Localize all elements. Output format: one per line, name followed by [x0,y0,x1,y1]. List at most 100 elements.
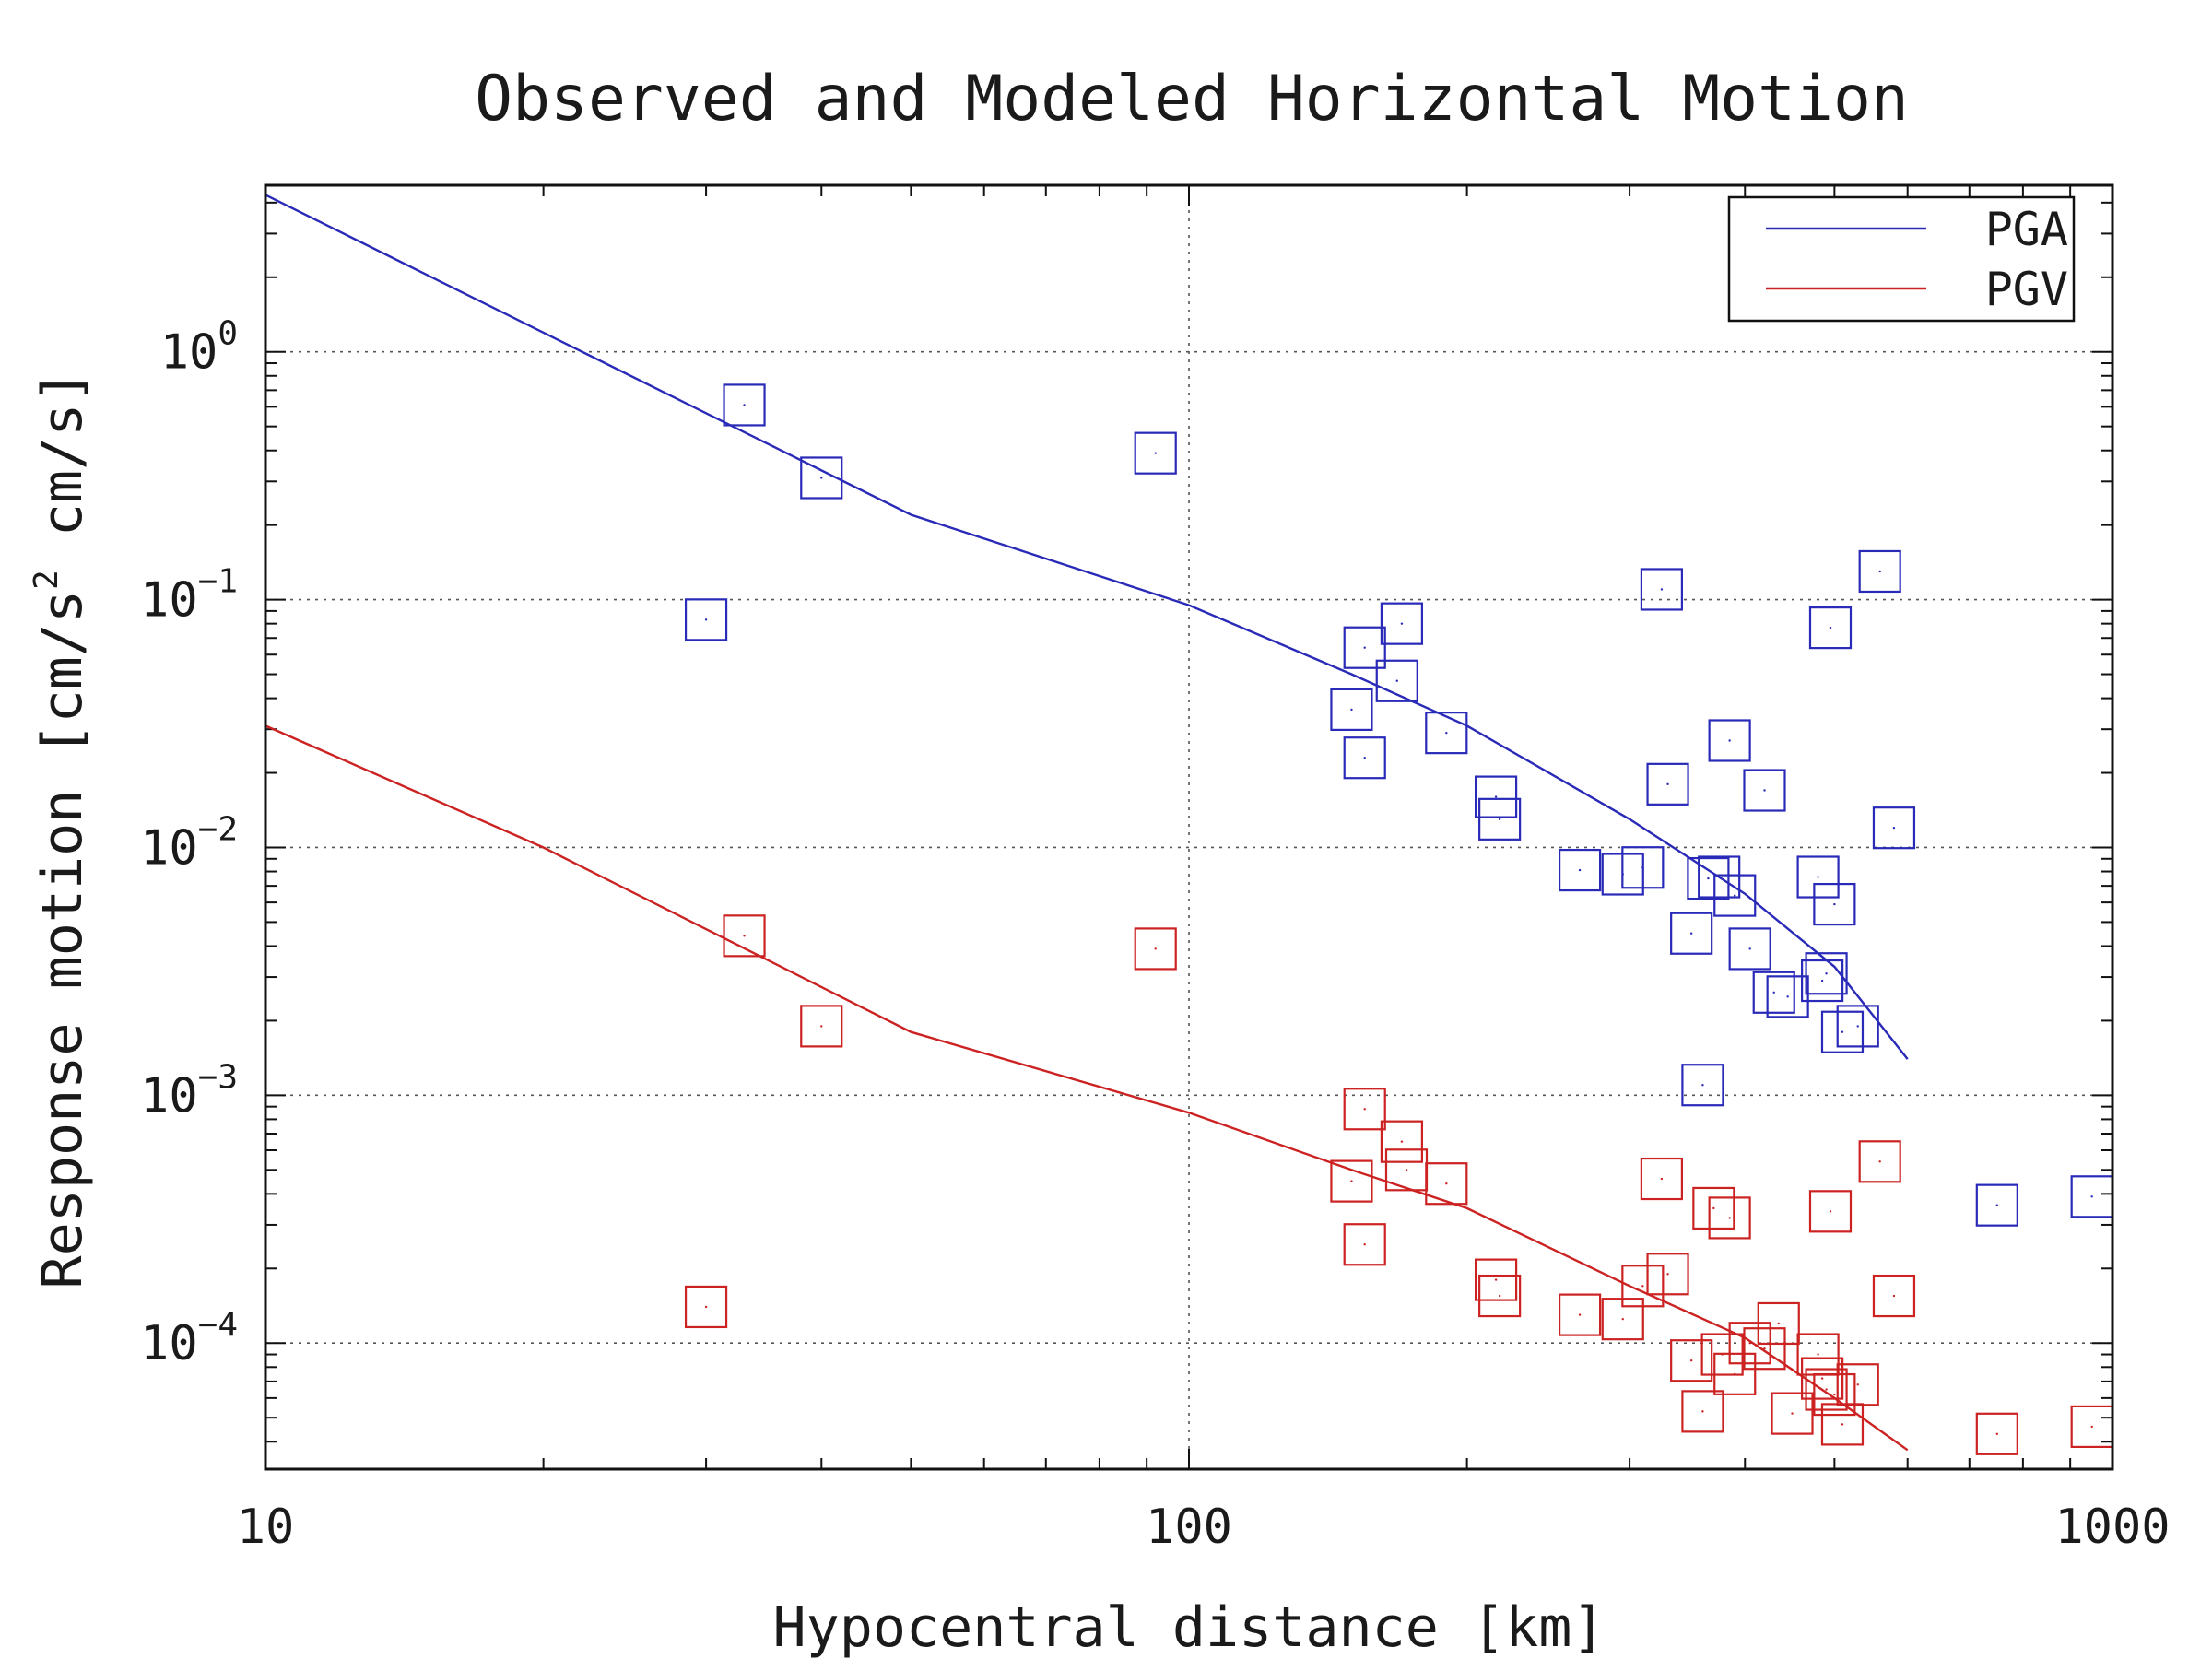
y-tick-label: 10−3 [140,1058,238,1124]
y-tick-base: 10 [140,1316,198,1371]
pga-observed-point-center [1445,731,1448,735]
pga-observed-point-center [1748,947,1751,950]
pgv-model-line [265,724,1909,1452]
legend-box [1727,195,2076,323]
grid-lines [265,185,2112,1469]
pgv-observed-point [1134,927,1177,971]
pga-observed-point-center [1400,622,1404,625]
pga-observed-point-center [1878,570,1881,573]
pgv-observed-point [1670,1339,1713,1382]
pgv-observed-point [1743,1327,1786,1371]
pga-observed-point-center [1154,452,1157,454]
pga-observed-point [1766,975,1809,1018]
pga-observed-point-center [1820,979,1824,982]
pgv-observed-point [723,914,766,958]
pgv-observed-point [1646,1253,1689,1296]
pga-observed-point [1743,769,1786,812]
pga-observed-point-center [704,618,708,621]
pga-observed-point-center [1701,1084,1704,1087]
pgv-observed-point-center [1817,1353,1819,1356]
pgv-observed-point [1757,1301,1800,1346]
pgv-observed-point-center [1763,1347,1766,1350]
pga-observed-point [1858,549,1901,594]
pga-observed-point-center [1363,646,1366,649]
pga-observed-point [1975,1183,2018,1227]
x-tick-label: 1000 [2054,1500,2170,1555]
pga-observed-point-center [1494,795,1498,798]
y-tick-exponent: −4 [198,1306,238,1344]
x-tick-label: 100 [1146,1500,1232,1555]
pga-observed-point [1836,1005,1879,1048]
pga-observed-point [1475,775,1518,818]
pgv-observed-point-center [1728,1217,1731,1219]
pga-observed-point [1805,952,1848,995]
pgv-observed-point [1805,1368,1848,1411]
pgv-observed-point-center [1825,1388,1828,1391]
pga-observed-point [1801,959,1844,1003]
pgv-observed-point-center [1445,1182,1448,1185]
pgv-observed-point [684,1285,728,1329]
pga-observed-point-center [1395,679,1398,682]
pga-observed-point [1752,971,1795,1014]
pga-observed-point-center [1841,1030,1844,1033]
pga-observed-point-center [1772,991,1775,994]
x-axis-label: Hypocentral distance [km] [772,1595,1605,1659]
pga-model-line [265,194,1909,1060]
pga-observed-point-center [1817,876,1819,878]
pga-observed-point-center [1666,782,1669,786]
pga-observed-point [1681,1064,1724,1107]
pgv-observed-point-center [1995,1432,1999,1435]
y-tick-label: 10−4 [140,1306,238,1371]
pgv-observed-point-center [1350,1180,1353,1182]
pga-observed-point [1640,568,1684,611]
y-tick-base: 10 [160,325,218,381]
pgv-observed-point-center [1777,1322,1780,1325]
pga-observed-point [723,383,766,427]
pga-observed-point-center [2090,1195,2093,1198]
pgv-observed-point-center [1829,1210,1832,1213]
pgv-observed-point-center [1791,1412,1794,1415]
y-tick-exponent: −2 [198,810,238,848]
y-tick-label: 10−2 [140,810,238,876]
pga-observed-point-center [1734,894,1736,897]
pgv-observed-point-center [1856,1383,1859,1386]
pgv-observed-point-center [1494,1278,1498,1281]
pgv-observed-point [1813,1372,1856,1417]
legend-label-pga: PGA [1985,203,2068,256]
pgv-observed-point [1708,1196,1751,1240]
y-axis-label-tail: cm/s] [30,370,95,570]
pgv-observed-point [800,1005,843,1048]
x-tick-labels: 10 100 1000 [237,1500,2171,1555]
pgv-observed-point [1681,1390,1724,1433]
pgv-observed-point [1872,1274,1916,1318]
pgv-observed-point-center [820,1025,823,1028]
observed-points [684,383,2113,1455]
y-tick-base: 10 [140,1068,198,1124]
pgv-observed-point-center [743,935,746,937]
pgv-observed-point [1380,1120,1424,1163]
legend-label-pgv: PGV [1985,263,2068,316]
pga-observed-point-center [1498,818,1501,821]
pgv-observed-point-center [704,1305,708,1309]
pgv-observed-point-center [1641,1285,1644,1288]
pgv-observed-point-center [1405,1169,1408,1171]
pga-observed-point [1478,797,1522,841]
y-tick-label: 100 [160,315,238,381]
pga-observed-point [1343,736,1386,780]
pga-observed-point-center [1707,877,1710,880]
pgv-observed-point-center [1712,1206,1715,1210]
pgv-observed-point [1713,1352,1757,1395]
pga-observed-point-center [1641,866,1644,869]
pga-observed-point [1670,912,1713,955]
pga-observed-point [1872,806,1916,850]
pgv-observed-point [1801,1357,1844,1400]
pgv-observed-point [1330,1159,1373,1203]
model-lines [265,194,1909,1452]
pga-observed-point-center [1363,757,1366,759]
plot-area [265,194,2113,1455]
pga-observed-point [800,456,843,500]
pga-observed-point [1698,855,1741,899]
pgv-observed-point-center [1878,1160,1881,1163]
